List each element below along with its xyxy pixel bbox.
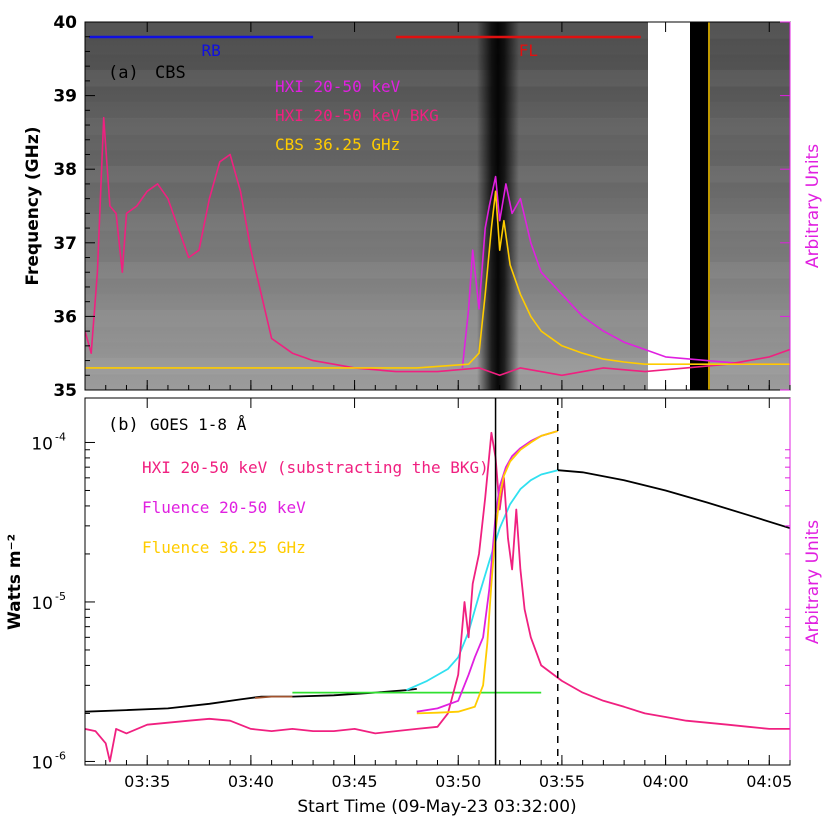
panel-a-ticks: 35 36 37 38 39 40 bbox=[53, 13, 790, 401]
y-tick-label: 38 bbox=[53, 160, 77, 180]
interval-label-fl: FL bbox=[519, 41, 538, 60]
spectrogram-band bbox=[85, 310, 790, 327]
panel-b-y-axis-label: Watts m⁻² bbox=[5, 534, 25, 630]
x-tick-label: 03:55 bbox=[539, 772, 585, 791]
panel-b-vertical-lines bbox=[494, 398, 559, 765]
y-tick-label: 39 bbox=[53, 87, 77, 107]
panel-a-y-axis-label: Frequency (GHz) bbox=[23, 126, 43, 285]
panel-a-instrument-label: CBS bbox=[155, 63, 186, 83]
data-gap-black bbox=[690, 22, 710, 390]
spectrogram-band bbox=[85, 166, 790, 183]
panel-a-cbs-36-25-ghz-line bbox=[85, 190, 790, 369]
y-tick-label: 35 bbox=[53, 381, 77, 401]
panel-a-right-axis-label: Arbitrary Units bbox=[803, 144, 823, 268]
panel-b-curve-2-line bbox=[254, 695, 293, 699]
x-tick-label: 03:50 bbox=[435, 772, 481, 791]
panel-a-series bbox=[85, 116, 790, 377]
x-axis-label: Start Time (09-May-23 03:32:00) bbox=[297, 797, 576, 817]
panel-a-interval-bars: RB FL bbox=[89, 35, 641, 60]
legend-fluence-36-25-ghz: Fluence 36.25 GHz bbox=[142, 538, 306, 557]
y-tick-label: 40 bbox=[53, 13, 77, 33]
spectrogram-band bbox=[85, 118, 790, 135]
y-tick-label: 10 bbox=[31, 434, 53, 454]
legend-hxi-20-50-kev: HXI 20-50 keV bbox=[275, 77, 401, 96]
legend-hxi-20-50-kev-bkg: HXI 20-50 keV BKG bbox=[275, 106, 439, 125]
panel-b-background bbox=[85, 398, 790, 765]
panel-b-label: (b) bbox=[108, 415, 139, 435]
panel-b-right-axis-label: Arbitrary Units bbox=[803, 520, 823, 644]
legend-cbs-36-25-ghz: CBS 36.25 GHz bbox=[275, 135, 400, 154]
panel-a-hxi-20-50-kev-bkg-line bbox=[85, 116, 790, 377]
x-tick-label: 03:45 bbox=[332, 772, 378, 791]
spectrogram-band bbox=[85, 214, 790, 231]
y-tick-exponent: -6 bbox=[55, 749, 66, 762]
data-gap-white bbox=[648, 22, 690, 390]
y-tick-label: 10 bbox=[31, 594, 53, 614]
x-tick-label: 03:35 bbox=[124, 772, 170, 791]
panel-b-hxi-20-50-kev-substracting-the-bkg-line bbox=[85, 431, 790, 763]
y-tick-exponent: -4 bbox=[55, 430, 66, 443]
y-tick-label: 37 bbox=[53, 234, 77, 254]
x-tick-label: 03:40 bbox=[228, 772, 274, 791]
y-tick-exponent: -5 bbox=[55, 590, 66, 603]
panel-b-curve-4-line bbox=[406, 469, 559, 691]
panel-a-hxi-20-50-kev-line bbox=[461, 175, 790, 368]
panel-a-legend: HXI 20-50 keV HXI 20-50 keV BKG CBS 36.25 … bbox=[275, 77, 439, 154]
y-tick-label: 36 bbox=[53, 307, 77, 327]
x-tick-label: 04:05 bbox=[746, 772, 792, 791]
y-tick-label: 10 bbox=[31, 753, 53, 773]
panel-b-series bbox=[85, 430, 790, 763]
legend-hxi-20-50-kev-substracting-the-bkg: HXI 20-50 keV (substracting the BKG) bbox=[142, 458, 489, 477]
spectrogram-band bbox=[85, 22, 790, 39]
panel-b-legend: (b) GOES 1-8 Å HXI 20-50 keV (substracting… bbox=[108, 415, 489, 557]
spectrogram-band bbox=[85, 70, 790, 87]
panel-b-curve-1-line bbox=[557, 469, 790, 530]
panel-a-label: (a) bbox=[108, 63, 139, 83]
interval-label-rb: RB bbox=[201, 41, 220, 60]
panel-b-ticks: 10-610-510 -403:35 03:40 03:45 03:50 03:55 04:… bbox=[31, 385, 792, 791]
panel-b-lightcurves: 10-610-510 -403:35 03:40 03:45 03:50 03:55 04:… bbox=[5, 385, 823, 817]
spectrogram-bands bbox=[85, 22, 790, 375]
legend-fluence-20-50-kev: Fluence 20-50 keV bbox=[142, 498, 306, 517]
x-tick-label: 04:00 bbox=[643, 772, 689, 791]
spectrogram-band bbox=[85, 262, 790, 279]
legend-goes-1-8: GOES 1-8 Å bbox=[150, 415, 247, 434]
